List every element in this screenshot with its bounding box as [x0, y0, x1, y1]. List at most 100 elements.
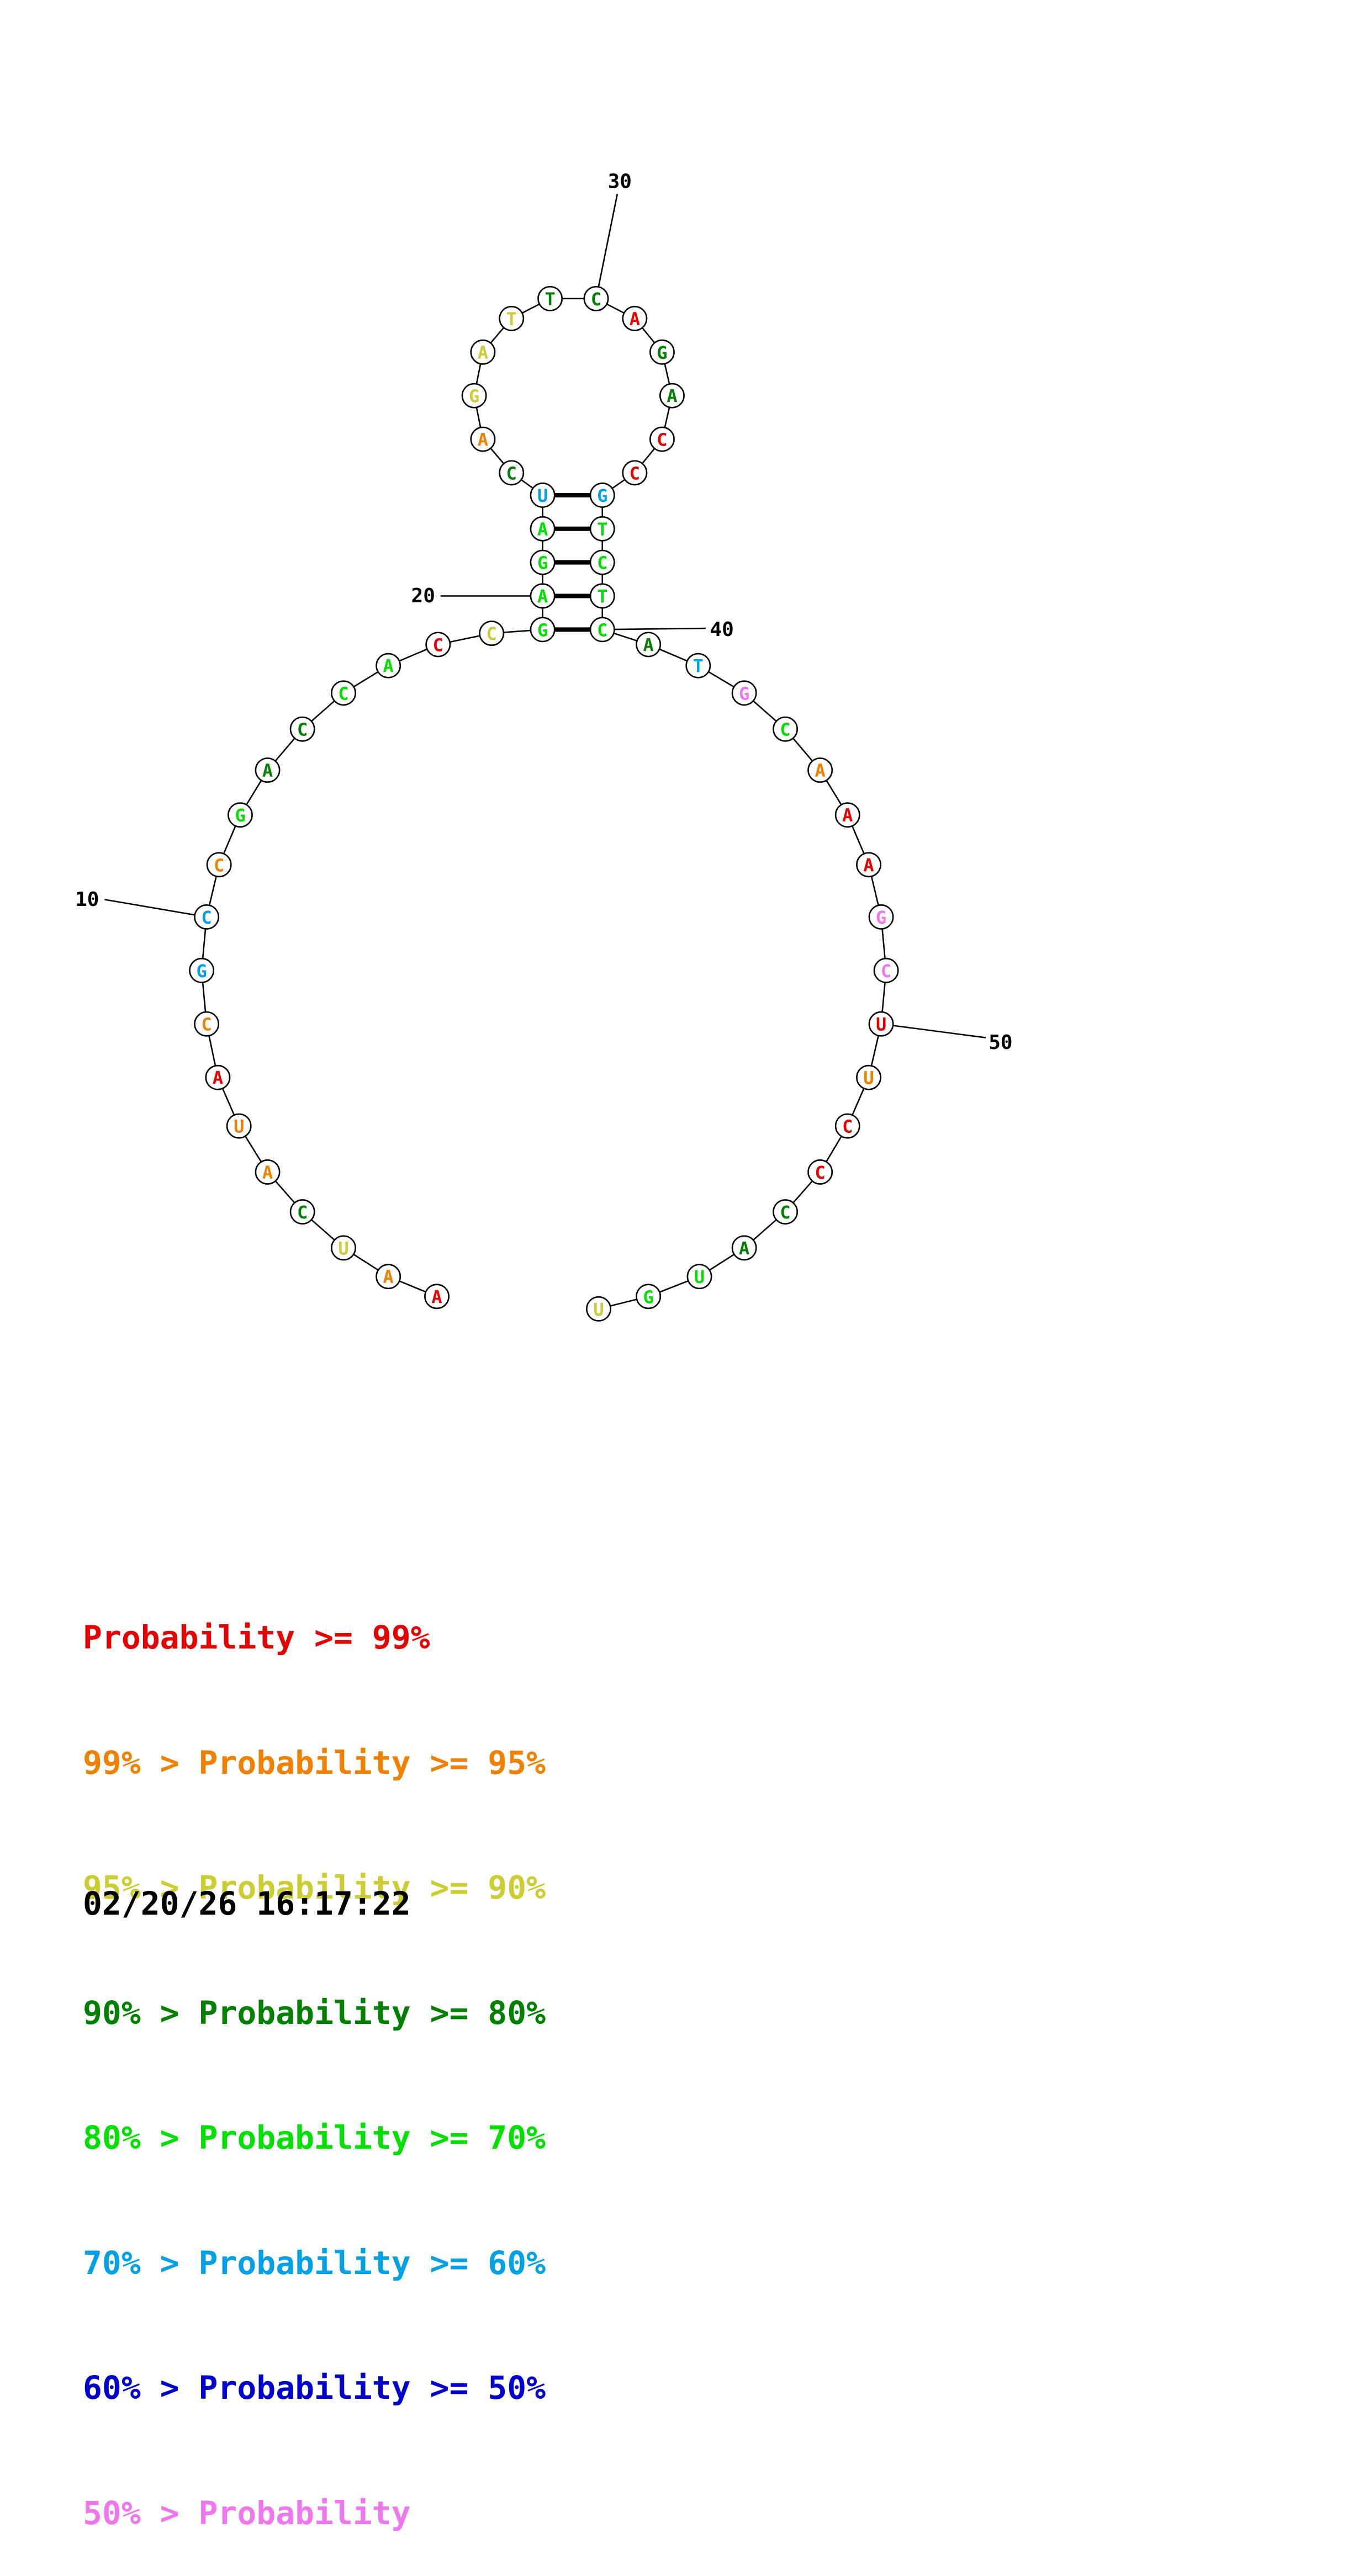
- nucleotide-circle: [194, 1011, 220, 1037]
- legend-prefix: 99% >: [83, 1743, 199, 1782]
- nucleotide-base: C: [881, 961, 891, 982]
- nucleotide: G: [530, 549, 556, 575]
- nucleotide-base: C: [657, 430, 667, 450]
- nucleotide: T: [537, 285, 563, 311]
- nucleotide: A: [470, 339, 496, 365]
- nucleotide-circle: [731, 680, 757, 706]
- nucleotide-base: A: [537, 586, 548, 607]
- nucleotide-base: C: [338, 683, 348, 704]
- nucleotide: U: [530, 483, 556, 508]
- legend-text: Probability: [198, 2494, 411, 2532]
- nucleotide-base: T: [597, 586, 607, 607]
- nucleotide: U: [686, 1264, 712, 1290]
- nucleotide: C: [331, 680, 356, 706]
- nucleotide: C: [649, 426, 675, 452]
- nucleotide-base: U: [338, 1238, 348, 1259]
- nucleotide: T: [685, 653, 711, 679]
- nucleotide: A: [470, 426, 496, 452]
- nucleotide-base: C: [201, 1014, 212, 1035]
- nucleotide: U: [331, 1235, 356, 1261]
- nucleotide: C: [425, 632, 451, 658]
- nucleotide-base: G: [537, 619, 548, 640]
- nucleotide: C: [589, 549, 615, 575]
- nucleotide-base: A: [815, 760, 826, 781]
- legend-prefix: 80% >: [83, 2119, 199, 2156]
- nucleotide-circle: [773, 716, 798, 742]
- nucleotide-base: U: [234, 1116, 244, 1137]
- nucleotide-base: G: [469, 386, 479, 407]
- nucleotide-circle: [424, 1284, 450, 1310]
- legend-row-5: 80% > Probability >= 70%: [83, 2117, 546, 2159]
- legend-row-2: 99% > Probability >= 95%: [83, 1742, 546, 1784]
- nucleotide: C: [289, 1199, 315, 1225]
- nucleotide-circle: [834, 802, 860, 828]
- nucleotide-base: C: [780, 719, 790, 740]
- nucleotide-circle: [499, 460, 525, 486]
- nucleotide-circle: [530, 483, 556, 508]
- nucleotide-circle: [530, 617, 556, 643]
- nucleotide-circle: [589, 583, 615, 609]
- nucleotide-base: G: [643, 1286, 654, 1307]
- nucleotide: C: [873, 957, 899, 983]
- nucleotide-base: U: [694, 1266, 705, 1287]
- nucleotide: A: [636, 632, 662, 658]
- nucleotide: C: [206, 852, 232, 878]
- nucleotide-circle: [376, 653, 401, 679]
- nucleotide-base: C: [780, 1202, 790, 1223]
- legend-text: Probability >= 90%: [198, 1869, 546, 1906]
- nucleotide: C: [807, 1159, 833, 1185]
- legend-row-3: 95% > Probability >= 90%: [83, 1867, 546, 1909]
- nucleotide: C: [499, 460, 525, 486]
- nucleotide: G: [636, 1284, 662, 1310]
- nucleotide: G: [589, 483, 615, 508]
- nucleotide: C: [622, 460, 648, 486]
- nucleotide-circle: [530, 583, 556, 609]
- nucleotide-circle: [331, 1235, 356, 1261]
- nucleotide: A: [622, 305, 648, 331]
- backbone: [200, 298, 887, 1310]
- legend-prefix: 90% >: [83, 1994, 199, 2032]
- nucleotide: A: [530, 516, 556, 542]
- nucleotide-circle: [649, 426, 675, 452]
- nucleotide-circle: [499, 305, 525, 331]
- nucleotide-base: A: [630, 309, 640, 330]
- nucleotide-base: T: [545, 289, 555, 310]
- nucleotide-circle: [686, 1264, 712, 1290]
- nucleotide-base: C: [297, 1202, 308, 1223]
- nucleotide-base: A: [431, 1286, 442, 1307]
- index-label: 30: [608, 171, 632, 193]
- nucleotide: A: [807, 757, 833, 783]
- nucleotide-circle: [868, 904, 894, 930]
- nucleotide: T: [589, 583, 615, 609]
- nucleotide-circle: [228, 802, 253, 828]
- index-tick: [595, 194, 619, 299]
- index-markers: 10 20 30 40 50: [75, 171, 1013, 1054]
- nucleotide-circle: [807, 1159, 833, 1185]
- nucleotide-base: C: [433, 634, 443, 655]
- nucleotide-circle: [622, 460, 648, 486]
- legend-row-1: Probability >= 99%: [83, 1617, 546, 1659]
- legend-text: Probability >= 99%: [83, 1619, 430, 1656]
- nucleotide-circle: [773, 1199, 798, 1225]
- index-tick: [602, 627, 706, 630]
- nucleotide: C: [289, 716, 315, 742]
- nucleotide-circle: [636, 632, 662, 658]
- nucleotide-base: G: [597, 485, 607, 506]
- legend-prefix: 50% >: [83, 2494, 199, 2532]
- index-label: 10: [75, 888, 99, 911]
- nucleotide: A: [205, 1064, 231, 1090]
- nucleotide-circle: [873, 957, 899, 983]
- nucleotide: G: [530, 617, 556, 643]
- nucleotide-circle: [289, 1199, 315, 1225]
- nucleotide-base: A: [667, 386, 677, 407]
- nucleotide-circle: [856, 852, 881, 878]
- nucleotide-circle: [731, 1235, 757, 1261]
- legend-text: Probability >= 95%: [198, 1743, 546, 1782]
- nucleotide-circle: [589, 549, 615, 575]
- nucleotide-circle: [856, 1064, 881, 1090]
- nucleotide-base: A: [383, 1266, 394, 1287]
- nucleotide: A: [424, 1284, 450, 1310]
- nucleotide-circle: [589, 617, 615, 643]
- nucleotide-base: G: [739, 683, 749, 704]
